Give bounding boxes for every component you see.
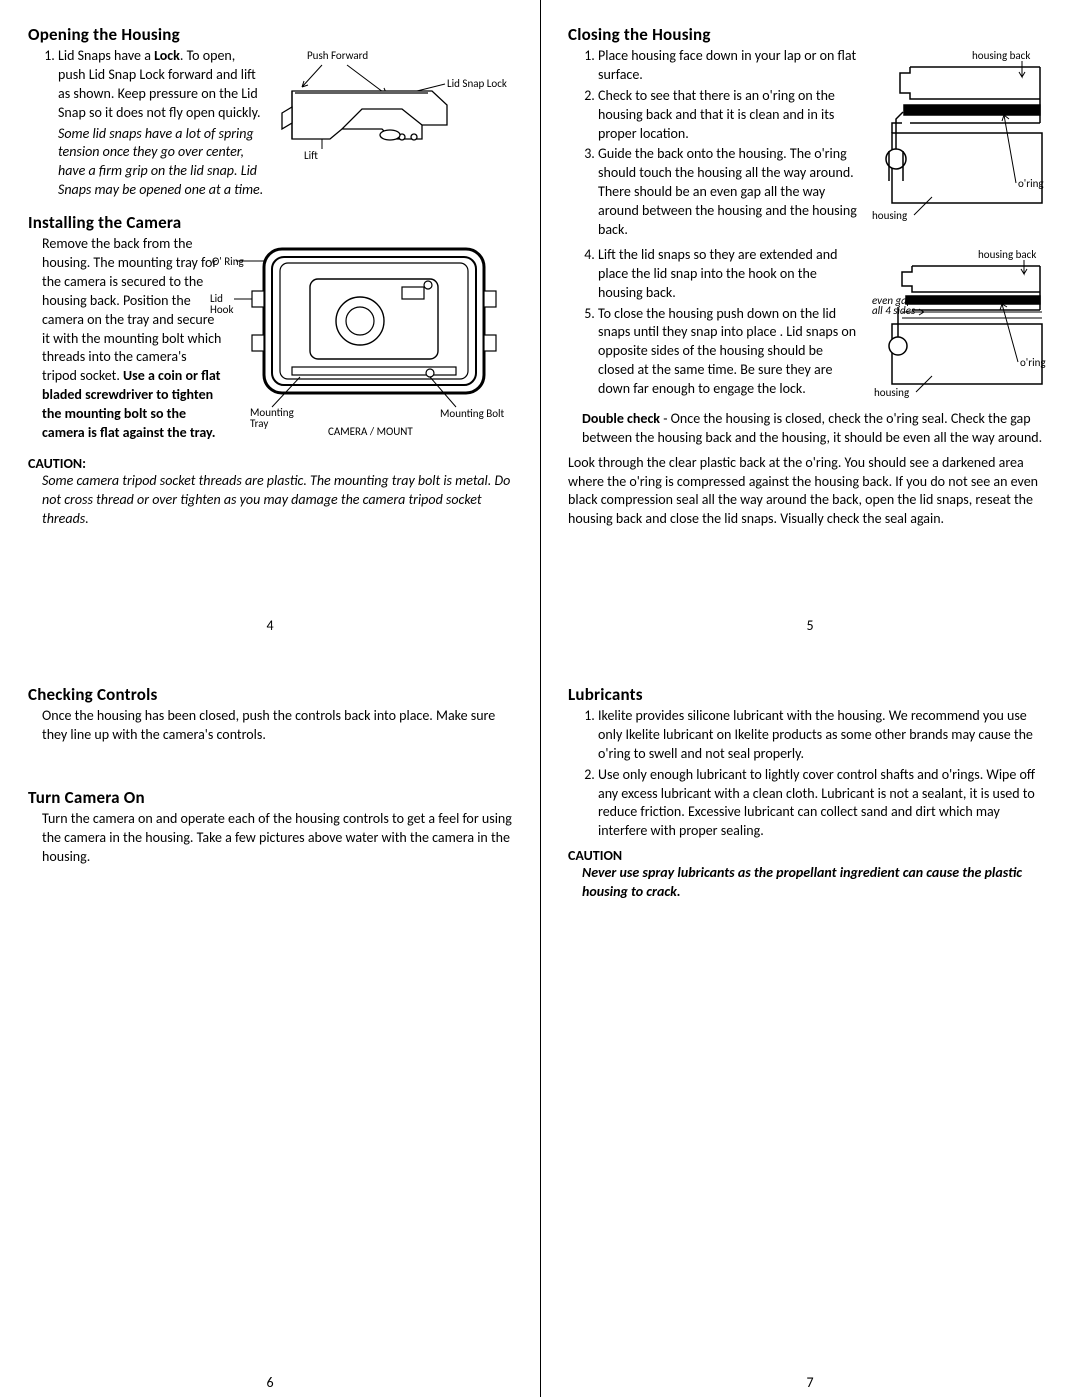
lubricants-list: Ikelite provides silicone lubricant with… — [568, 707, 1052, 841]
page-7: Lubricants Ikelite provides silicone lub… — [540, 640, 1080, 1397]
svg-text:housing: housing — [874, 386, 909, 399]
heading-installing: Installing the Camera — [28, 212, 512, 233]
svg-text:housing back: housing back — [978, 248, 1036, 261]
page-number: 7 — [540, 1374, 1080, 1391]
caution-text: Never use spray lubricants as the propel… — [568, 864, 1052, 902]
double-check-paragraph: Double check - Once the housing is close… — [568, 410, 1052, 448]
svg-text:housing back: housing back — [972, 49, 1030, 62]
page-5: Closing the Housing — [540, 0, 1080, 640]
instruction-sheet: Opening the Housing Push Forward Lid Sna… — [0, 0, 1080, 1397]
spread-4-5: Opening the Housing Push Forward Lid Sna… — [0, 0, 1080, 640]
figure-closing-b: housing back even gap all 4 sides o'ring… — [872, 246, 1052, 406]
heading-checking-controls: Checking Controls — [28, 684, 512, 705]
figure-caption: CAMERA / MOUNT — [328, 425, 413, 438]
page-number: 6 — [0, 1374, 540, 1391]
label-o-ring: O' Ring — [212, 255, 244, 268]
text-bold: Lock — [154, 47, 180, 64]
svg-text:all 4 sides: all 4 sides — [872, 304, 916, 317]
svg-text:o'ring: o'ring — [1018, 177, 1044, 190]
spread-6-7: Checking Controls Once the housing has b… — [0, 640, 1080, 1397]
figure-lid-snap: Push Forward Lid Snap Lock Lift — [272, 47, 512, 167]
text: Once the housing has been closed, push t… — [28, 707, 512, 745]
label-lift: Lift — [304, 149, 318, 162]
heading-opening: Opening the Housing — [28, 24, 512, 45]
look-through-paragraph: Look through the clear plastic back at t… — [568, 454, 1052, 530]
heading-turn-on: Turn Camera On — [28, 787, 512, 808]
turn-on-paragraph: Turn the camera on and operate each of t… — [28, 810, 512, 867]
page-4: Opening the Housing Push Forward Lid Sna… — [0, 0, 540, 640]
text-bold: Double check — [582, 410, 660, 427]
svg-text:o'ring: o'ring — [1020, 356, 1046, 369]
label-mounting-bolt: Mounting Bolt — [440, 407, 504, 420]
page-number: 5 — [540, 617, 1080, 634]
caution-label: CAUTION — [568, 847, 1052, 864]
label-push-forward: Push Forward — [307, 49, 368, 62]
label-lid-hook: Lid Hook — [210, 293, 240, 315]
text: Lid Snaps have a — [58, 47, 154, 64]
lubricants-item-1: Ikelite provides silicone lubricant with… — [598, 707, 1052, 764]
lubricants-item-2: Use only enough lubricant to lightly cov… — [598, 766, 1052, 842]
heading-lubricants: Lubricants — [568, 684, 1052, 705]
caution-label: CAUTION: — [28, 455, 512, 472]
text: Remove the back from the housing. The mo… — [42, 235, 221, 384]
page-number: 4 — [0, 617, 540, 634]
figure-camera-mount: O' Ring Lid Hook Mounting Tray Mounting … — [232, 239, 512, 439]
caution-text: Some camera tripod socket threads are pl… — [28, 472, 512, 529]
figure-closing-a: housing back o'ring housing — [872, 47, 1052, 227]
page-6: Checking Controls Once the housing has b… — [0, 640, 540, 1397]
heading-closing: Closing the Housing — [568, 24, 1052, 45]
label-mounting-tray: Mounting Tray — [250, 407, 310, 429]
checking-paragraph: Once the housing has been closed, push t… — [28, 707, 512, 745]
svg-text:housing: housing — [872, 209, 907, 222]
label-lid-snap-lock: Lid Snap Lock — [447, 77, 507, 90]
